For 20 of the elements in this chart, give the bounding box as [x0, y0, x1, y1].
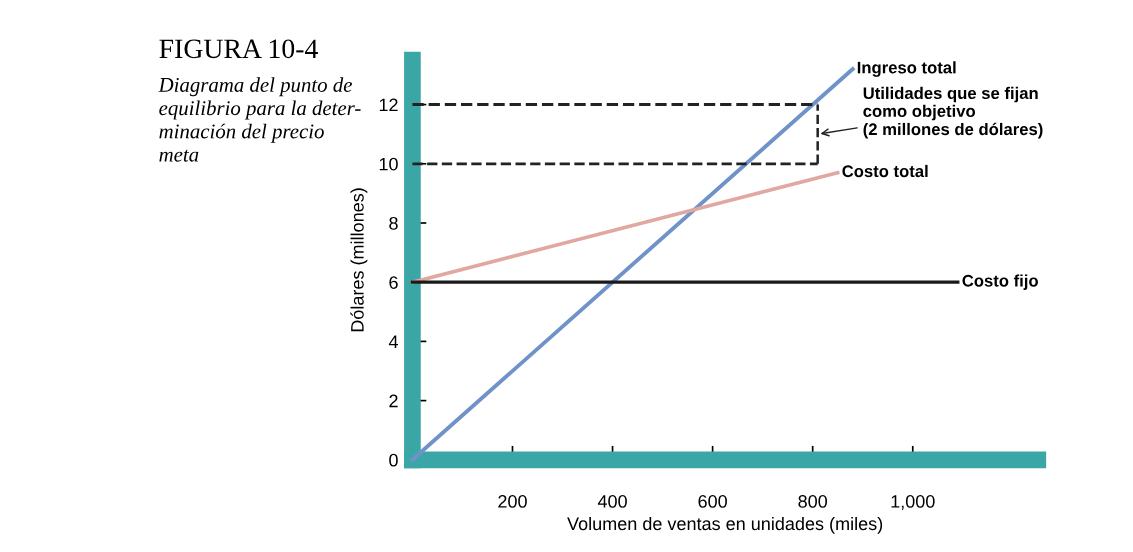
series-label: Costo fijo: [962, 274, 1038, 290]
text: Diagrama del punto de equilibrio para la deter- minación del precio meta: [158, 77, 361, 162]
y-tick-label: 0: [389, 453, 398, 467]
y-tick-label: 4: [388, 335, 398, 348]
x-tick-label: 400: [597, 495, 627, 508]
x-axis-title: Volumen de ventas en unidades (miles): [567, 516, 883, 534]
x-tick-label: 600: [698, 495, 727, 508]
y-tick-label: 10: [379, 157, 398, 171]
x-tick-label: 800: [798, 495, 828, 508]
x-tick-label: 200: [498, 495, 527, 508]
series-label: Ingreso total: [857, 61, 956, 77]
y-tick-label: 2: [389, 394, 398, 408]
y-tick-label: 6: [389, 276, 398, 289]
annotation: Utilidades que se fijan como objetivo (2 millones de dólares): [863, 86, 1043, 139]
y-tick-label: 8: [389, 216, 398, 230]
y-tick-label: 12: [379, 98, 398, 112]
y-axis-title: Dólares (millones): [350, 188, 368, 332]
chart-title: FIGURA 10-4: [159, 39, 318, 59]
x-tick-label: 1,000: [891, 495, 935, 510]
series-label: Costo total: [842, 164, 928, 178]
